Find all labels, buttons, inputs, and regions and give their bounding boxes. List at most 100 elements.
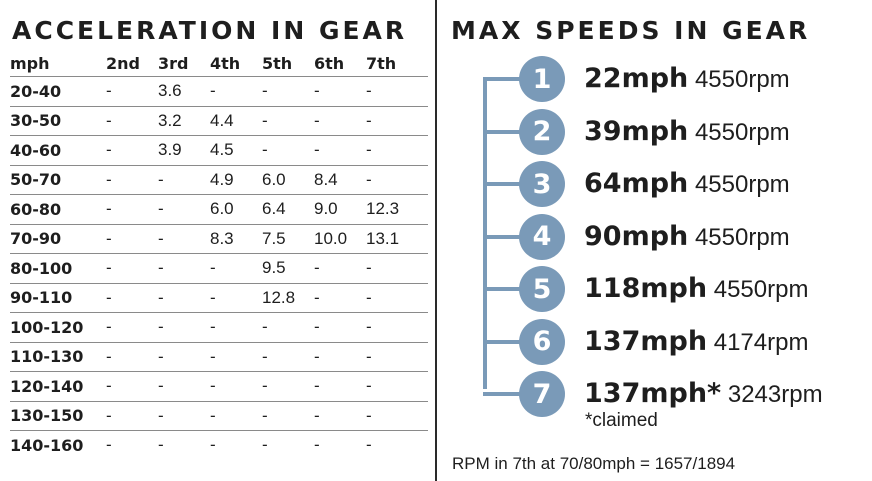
time-cell: - — [314, 376, 320, 396]
column-header-gear: 5th — [262, 53, 293, 73]
time-cell: - — [106, 199, 112, 219]
gear-speed-value: 64mph — [584, 168, 689, 199]
time-cell: - — [158, 287, 164, 307]
column-header-gear: 2nd — [106, 53, 140, 73]
table-row: 70-90 - - 8.3 7.5 10.0 13.1 — [10, 224, 428, 254]
gear-speed-value: 22mph — [584, 63, 689, 94]
time-cell: 9.5 — [262, 258, 286, 278]
table-row: 140-160 - - - - - - — [10, 430, 428, 460]
gear-connector — [483, 287, 523, 291]
gear-number-badge: 6 — [519, 318, 565, 365]
time-cell: - — [314, 405, 320, 425]
gear-ladder: 1 22mph 4550rpm 2 39mph 4550rpm 3 64mph 4550r… — [437, 0, 872, 481]
time-cell: - — [210, 346, 216, 366]
time-cell: - — [366, 110, 372, 130]
column-header-gear: 4th — [210, 53, 241, 73]
time-cell: 6.0 — [262, 169, 286, 189]
column-header-gear: 3rd — [158, 53, 189, 73]
time-cell: - — [314, 346, 320, 366]
time-cell: - — [158, 405, 164, 425]
gear-number-badge: 3 — [519, 161, 565, 207]
time-cell: - — [210, 317, 216, 337]
time-cell: 3.6 — [158, 81, 182, 101]
time-cell: - — [158, 228, 164, 248]
gear-row: 6 137mph 4174rpm — [437, 318, 872, 367]
gear-max-speed: 22mph 4550rpm — [584, 63, 790, 94]
time-cell: 6.4 — [262, 199, 286, 219]
gear-max-speed: 137mph 4174rpm — [584, 326, 808, 357]
time-cell: 4.9 — [210, 169, 234, 189]
time-cell: - — [106, 169, 112, 189]
gear-rpm-value: 4550rpm — [694, 223, 790, 251]
gear-connector — [483, 77, 523, 81]
gear-speed-value: 118mph — [584, 273, 708, 304]
gear-rpm-value: 4174rpm — [713, 328, 809, 356]
time-cell: - — [314, 435, 320, 455]
gear-connector — [483, 339, 523, 344]
column-header-gear: 6th — [314, 53, 345, 73]
table-row: 100-120 - - - - - - — [10, 312, 428, 343]
table-row: 90-110- - -12.8- - — [10, 283, 428, 313]
gear-rpm-value: 4550rpm — [694, 171, 790, 198]
time-cell: - — [106, 435, 112, 455]
time-cell: - — [210, 81, 216, 101]
mph-range-cell: 140-160 — [10, 435, 84, 455]
gear-row: 7 137mph* 3243rpm — [437, 371, 872, 419]
time-cell: 3.9 — [158, 140, 182, 160]
gear-max-speed: 39mph 4550rpm — [584, 116, 790, 147]
time-cell: - — [106, 346, 112, 366]
gear-row: 4 90mph 4550rpm — [437, 213, 872, 262]
mph-range-cell: 50-70 — [10, 170, 62, 190]
time-cell: - — [106, 140, 112, 160]
time-cell: 8.4 — [314, 169, 338, 189]
time-cell: - — [366, 405, 372, 425]
time-cell: - — [314, 140, 320, 160]
table-row: 130-150 - - - - - - — [10, 401, 428, 431]
time-cell: - — [262, 81, 268, 101]
time-cell: - — [106, 317, 112, 337]
time-cell: - — [106, 110, 112, 130]
gear-max-speed: 137mph* 3243rpm — [584, 378, 823, 409]
max-speeds-panel: MAX SPEEDS IN GEAR 1 22mph 4550rpm 2 39mph … — [437, 0, 872, 481]
gear-connector — [483, 234, 523, 239]
time-cell: - — [366, 258, 372, 278]
time-cell: - — [262, 110, 268, 130]
gear-speed-value: 137mph* — [584, 378, 722, 409]
time-cell: - — [262, 405, 268, 425]
time-cell: - — [314, 258, 320, 278]
mph-range-cell: 70-90 — [10, 229, 62, 249]
gear-max-speed: 118mph 4550rpm — [584, 273, 808, 304]
time-cell: - — [158, 346, 164, 366]
time-cell: 12.8 — [262, 287, 296, 307]
claimed-note: *claimed — [585, 410, 658, 431]
time-cell: - — [210, 258, 216, 278]
time-cell: 6.0 — [210, 199, 234, 219]
gear-row: 2 39mph 4550rpm — [437, 108, 872, 157]
time-cell: 13.1 — [366, 228, 400, 248]
max-speeds-title: MAX SPEEDS IN GEAR — [451, 16, 811, 45]
mph-range-cell: 90-110 — [10, 288, 73, 308]
time-cell: - — [210, 435, 216, 455]
gear-row: 1 22mph 4550rpm — [437, 56, 872, 104]
table-row: 120-140 - - - - - - — [10, 371, 428, 402]
gear-max-speed: 90mph 4550rpm — [584, 221, 790, 252]
mph-range-cell: 60-80 — [10, 199, 62, 219]
table-row: 40-60 - 3.9 4.5 - - - — [10, 135, 428, 166]
gear-number-badge: 4 — [519, 213, 565, 260]
gear-connector — [483, 182, 523, 186]
time-cell: - — [314, 287, 320, 307]
gear-ladder-rail — [483, 78, 487, 389]
time-cell: - — [158, 376, 164, 396]
mph-range-cell: 20-40 — [10, 81, 62, 101]
table-row: 110-130 - - - - - - — [10, 342, 428, 372]
time-cell: 10.0 — [314, 228, 348, 248]
table-row: 30-50 - 3.2 4.4 - - - — [10, 106, 428, 136]
time-cell: - — [314, 317, 320, 337]
gear-rpm-value: 4550rpm — [694, 118, 790, 146]
gear-speed-value: 39mph — [584, 115, 689, 147]
time-cell: - — [106, 287, 112, 307]
mph-range-cell: 130-150 — [10, 406, 84, 426]
time-cell: - — [262, 140, 268, 160]
time-cell: - — [210, 405, 216, 425]
gear-connector — [483, 392, 523, 396]
